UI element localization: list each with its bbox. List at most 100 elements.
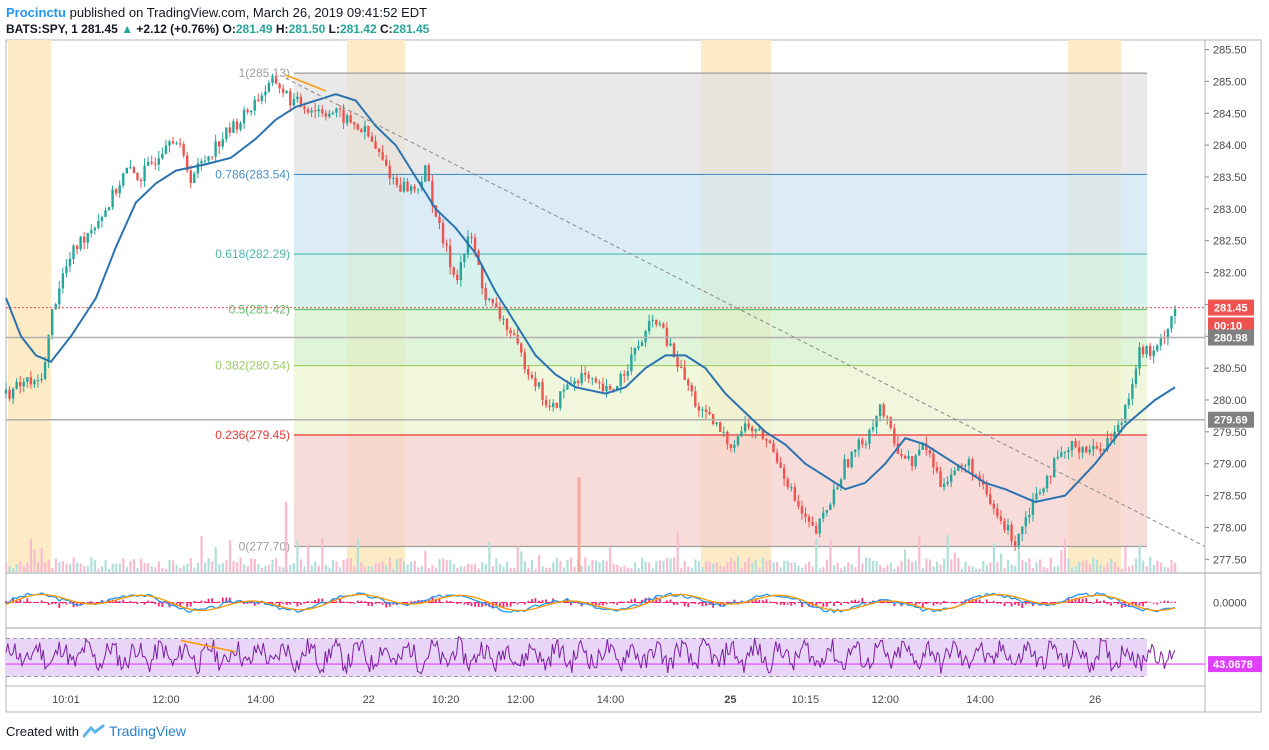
- volume-bar: [804, 564, 807, 572]
- volume-bar: [943, 558, 946, 572]
- candle-body: [310, 110, 313, 113]
- volume-bar: [584, 557, 587, 572]
- macd-histogram-bar: [697, 602, 700, 605]
- candle-body: [1120, 422, 1123, 425]
- candle-body: [846, 459, 850, 468]
- candle-body: [210, 156, 214, 158]
- macd-histogram-bar: [58, 602, 61, 608]
- volume-bar: [214, 546, 217, 572]
- candle-body: [559, 391, 562, 408]
- volume-bar: [495, 558, 498, 572]
- macd-histogram-bar: [726, 601, 729, 603]
- volume-bar: [907, 559, 910, 572]
- candle-body: [54, 304, 57, 310]
- candle-body: [221, 139, 224, 147]
- volume-bar: [417, 567, 420, 572]
- candle-body: [445, 243, 448, 246]
- macd-histogram-bar: [385, 602, 388, 608]
- volume-bar: [879, 564, 882, 572]
- candle-body: [150, 161, 153, 164]
- candle-body: [537, 382, 541, 387]
- candle-body: [388, 165, 391, 179]
- macd-histogram-bar: [594, 602, 597, 607]
- volume-bar: [193, 567, 196, 572]
- macd-histogram-bar: [22, 601, 25, 603]
- volume-bar: [591, 559, 594, 572]
- author-name[interactable]: Procinctu: [6, 5, 66, 20]
- macd-histogram-bar: [5, 600, 7, 603]
- macd-histogram-bar: [257, 602, 260, 605]
- macd-value-label: 0.0000: [1213, 598, 1247, 610]
- candle-body: [182, 144, 185, 156]
- candle-body: [804, 513, 807, 517]
- candle-body: [118, 185, 121, 194]
- volume-bar: [47, 559, 50, 572]
- macd-histogram-bar: [285, 602, 288, 605]
- macd-histogram-bar: [609, 602, 611, 604]
- macd-histogram-bar: [346, 601, 349, 603]
- macd-histogram-bar: [349, 602, 352, 604]
- candle-body: [15, 381, 18, 389]
- macd-histogram-bar: [619, 601, 622, 603]
- volume-bar: [619, 567, 622, 572]
- volume-bar: [708, 561, 711, 572]
- macd-histogram-bar: [761, 600, 764, 603]
- macd-histogram-bar: [989, 601, 992, 603]
- candle-body: [1049, 476, 1052, 478]
- volume-bar: [1124, 547, 1127, 572]
- volume-bar: [960, 568, 964, 572]
- macd-histogram-bar: [40, 600, 43, 603]
- volume-bar: [399, 558, 402, 572]
- volume-bar: [509, 567, 512, 572]
- macd-histogram-bar: [125, 602, 128, 604]
- y-tick-label: 280.50: [1213, 363, 1247, 375]
- macd-histogram-bar: [1088, 602, 1091, 604]
- macd-histogram-bar: [793, 602, 796, 605]
- symbol-label[interactable]: BATS:SPY, 1: [6, 22, 78, 36]
- volume-bar: [1021, 560, 1024, 572]
- volume-bar: [136, 568, 139, 572]
- volume-bar: [1042, 567, 1045, 572]
- volume-bar: [676, 531, 679, 572]
- candle-body: [434, 205, 438, 217]
- macd-histogram-bar: [200, 600, 203, 603]
- volume-spike: [577, 477, 581, 572]
- volume-bar: [179, 568, 182, 572]
- macd-histogram-bar: [936, 602, 938, 604]
- candle-body: [367, 125, 370, 137]
- price-label-text: 00:10: [1214, 320, 1242, 332]
- candle-body: [19, 381, 22, 387]
- volume-bar: [150, 566, 153, 572]
- macd-histogram-bar: [317, 598, 320, 603]
- rsi-value-label: 43.0678: [1213, 659, 1253, 671]
- candle-body: [644, 331, 647, 343]
- volume-bar: [65, 563, 68, 572]
- macd-histogram-bar: [605, 602, 608, 605]
- candle-body: [399, 184, 402, 192]
- volume-bar: [843, 566, 846, 572]
- volume-bar: [850, 564, 853, 572]
- tradingview-brand[interactable]: TradingView: [108, 723, 187, 739]
- volume-bar: [239, 557, 242, 572]
- macd-histogram-bar: [719, 602, 722, 607]
- candle-body: [1127, 398, 1131, 406]
- volume-bar: [701, 567, 704, 572]
- volume-bar: [921, 568, 924, 572]
- volume-bar: [51, 568, 54, 572]
- candle-body: [271, 77, 274, 83]
- macd-histogram-bar: [758, 599, 761, 603]
- macd-histogram-bar: [1167, 600, 1169, 603]
- macd-histogram-bar: [250, 602, 253, 604]
- volume-bar: [836, 562, 839, 572]
- candle-body: [726, 431, 729, 445]
- volume-bar: [235, 562, 239, 572]
- macd-histogram-bar: [815, 602, 818, 606]
- volume-bar: [644, 561, 647, 572]
- candle-body: [296, 96, 299, 99]
- candle-body: [335, 108, 338, 113]
- volume-bar: [1149, 557, 1152, 572]
- candle-body: [207, 156, 210, 161]
- y-tick-label: 285.50: [1213, 45, 1247, 57]
- volume-bar: [342, 559, 345, 572]
